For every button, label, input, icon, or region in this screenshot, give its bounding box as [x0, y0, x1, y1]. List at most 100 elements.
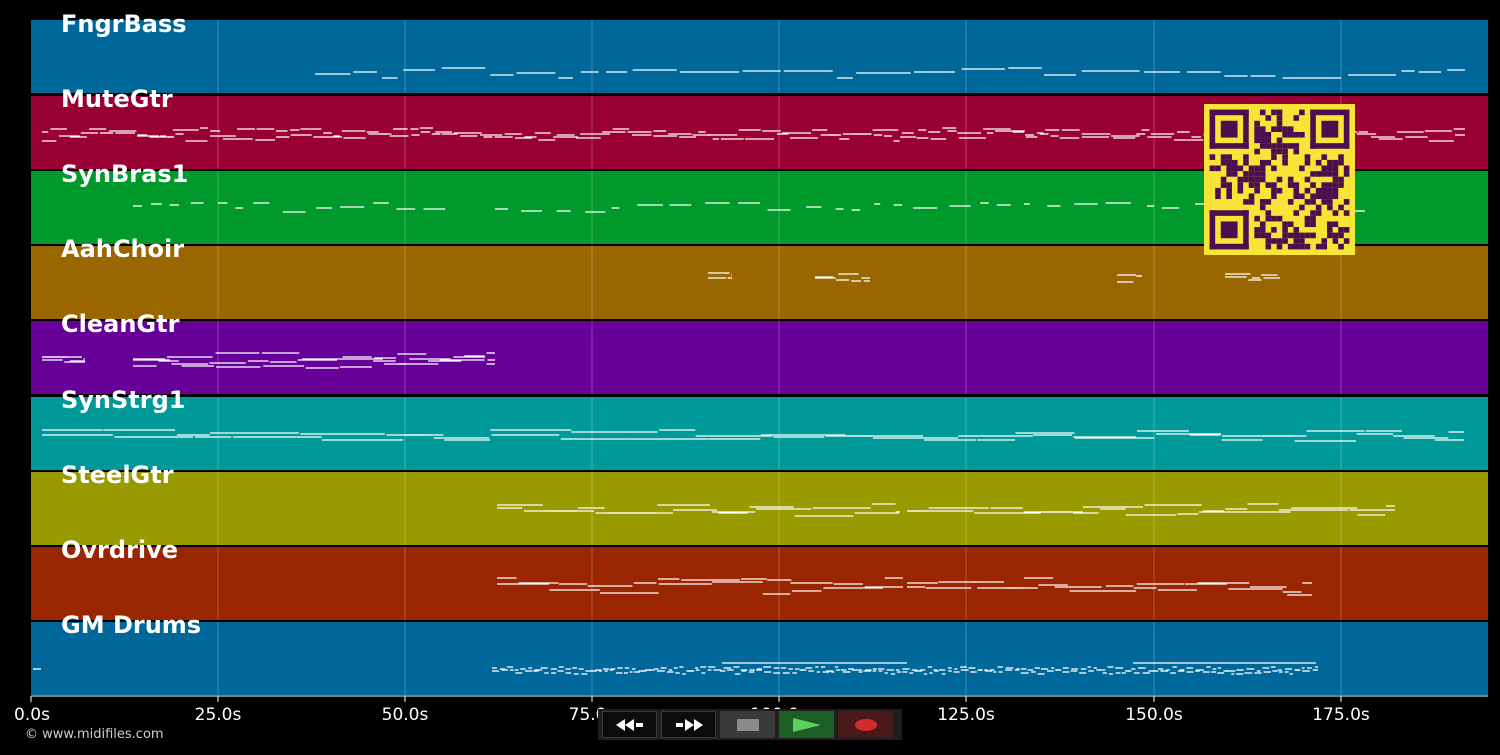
qr-module — [1332, 238, 1339, 244]
qr-module — [1343, 165, 1350, 172]
qr-module — [1293, 227, 1300, 233]
qr-module — [1282, 126, 1288, 132]
qr-module — [1248, 165, 1255, 172]
qr-module — [1315, 159, 1322, 166]
qr-module — [1259, 109, 1266, 116]
qr-module — [1282, 143, 1288, 149]
qr-module — [1293, 232, 1300, 239]
qr-finder — [1209, 210, 1216, 250]
qr-module — [1293, 210, 1300, 216]
stop-icon — [736, 718, 759, 731]
qr-module — [1226, 171, 1232, 177]
qr-module — [1259, 227, 1266, 233]
qr-module — [1287, 143, 1294, 149]
qr-module — [1237, 187, 1244, 194]
qr-module — [1299, 109, 1305, 116]
qr-module — [1237, 176, 1244, 183]
qr-module — [1231, 159, 1238, 166]
qr-finder — [1220, 120, 1238, 138]
qr-module — [1321, 171, 1328, 177]
qr-module — [1304, 199, 1311, 205]
qr-module — [1315, 187, 1322, 194]
stop-button[interactable] — [720, 711, 775, 738]
qr-module — [1209, 154, 1216, 160]
qr-module — [1332, 232, 1339, 239]
qr-module — [1304, 232, 1311, 239]
qr-module — [1287, 243, 1294, 250]
qr-module — [1293, 148, 1300, 155]
qr-module — [1310, 171, 1316, 177]
qr-module — [1254, 148, 1260, 155]
qr-module — [1327, 187, 1333, 194]
play-icon — [792, 717, 821, 732]
qr-module — [1304, 221, 1311, 228]
qr-module — [1226, 165, 1232, 172]
qr-module — [1315, 171, 1322, 177]
qr-module — [1271, 165, 1277, 172]
qr-module — [1321, 238, 1328, 244]
qr-module — [1276, 143, 1283, 149]
qr-code-icon — [1204, 104, 1355, 255]
qr-module — [1327, 193, 1333, 200]
qr-finder — [1209, 143, 1249, 149]
qr-finder — [1209, 243, 1249, 250]
qr-module — [1231, 171, 1238, 177]
qr-module — [1271, 148, 1277, 155]
qr-module — [1265, 210, 1272, 216]
qr-module — [1338, 227, 1344, 233]
qr-module — [1265, 215, 1272, 222]
record-button[interactable] — [838, 711, 893, 738]
qr-module — [1254, 182, 1260, 188]
qr-module — [1321, 165, 1328, 172]
qr-module — [1226, 154, 1232, 160]
track-label-ovrdrive: Ovrdrive — [61, 536, 179, 564]
fast-forward-button[interactable] — [661, 711, 716, 738]
qr-module — [1265, 115, 1272, 121]
track-label-steelgtr: SteelGtr — [61, 461, 174, 489]
qr-module — [1293, 143, 1300, 149]
qr-module — [1343, 210, 1350, 216]
qr-module — [1271, 182, 1277, 188]
qr-module — [1310, 182, 1316, 188]
qr-module — [1271, 215, 1277, 222]
qr-module — [1332, 182, 1339, 188]
qr-module — [1259, 176, 1266, 183]
qr-module — [1338, 204, 1344, 211]
qr-module — [1243, 176, 1249, 183]
qr-module — [1231, 165, 1238, 172]
qr-module — [1287, 221, 1294, 228]
rewind-button[interactable] — [602, 711, 657, 738]
qr-finder — [1310, 143, 1350, 149]
qr-module — [1327, 204, 1333, 211]
qr-module — [1287, 126, 1294, 132]
qr-module — [1215, 193, 1221, 200]
qr-module — [1259, 171, 1266, 177]
time-tick-label: 150.0s — [1125, 705, 1183, 725]
qr-module — [1276, 176, 1283, 183]
play-button[interactable] — [779, 711, 834, 738]
qr-module — [1271, 193, 1277, 200]
qr-module — [1332, 187, 1339, 194]
qr-module — [1299, 238, 1305, 244]
qr-module — [1265, 159, 1272, 166]
qr-module — [1327, 165, 1333, 172]
qr-module — [1299, 165, 1305, 172]
qr-module — [1220, 154, 1227, 160]
qr-module — [1287, 199, 1294, 205]
track-lane — [31, 246, 1488, 319]
track-label-aahchoir: AahChoir — [61, 235, 185, 263]
qr-module — [1293, 193, 1300, 200]
qr-module — [1271, 238, 1277, 244]
qr-module — [1265, 131, 1272, 138]
qr-module — [1321, 193, 1328, 200]
qr-module — [1310, 221, 1316, 228]
qr-module — [1276, 137, 1283, 144]
qr-module — [1338, 154, 1344, 160]
qr-finder — [1243, 109, 1249, 149]
qr-module — [1287, 176, 1294, 183]
qr-finder — [1209, 109, 1216, 149]
qr-finder — [1310, 109, 1316, 149]
qr-module — [1338, 243, 1344, 250]
qr-module — [1259, 204, 1266, 211]
qr-module — [1304, 215, 1311, 222]
